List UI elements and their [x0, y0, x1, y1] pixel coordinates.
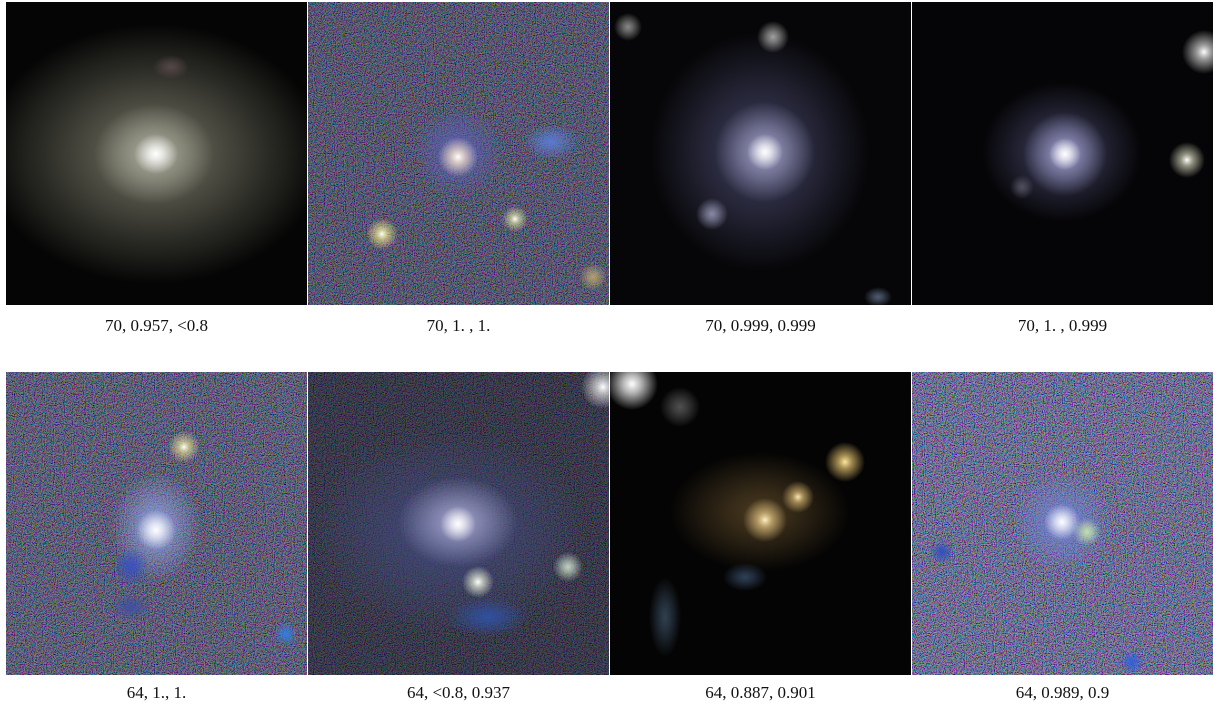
- panel-image: [308, 2, 609, 305]
- galaxy: [168, 431, 200, 463]
- galaxy: [1044, 504, 1080, 540]
- galaxy: [581, 372, 609, 409]
- panel-image: [912, 372, 1213, 675]
- galaxy: [440, 506, 476, 542]
- galaxy: [757, 21, 789, 53]
- galaxy: [782, 481, 814, 513]
- panel-image: [912, 2, 1213, 305]
- panel-image: [308, 372, 609, 675]
- galaxy: [649, 577, 681, 657]
- galaxy: [723, 563, 767, 591]
- galaxy: [1073, 518, 1101, 546]
- panel-caption: 70, 1. , 1.: [427, 316, 491, 335]
- panel-caption: 64, 0.989, 0.9: [1016, 683, 1110, 702]
- galaxy: [111, 593, 151, 621]
- galaxy: [553, 552, 583, 582]
- galaxy: [864, 287, 892, 305]
- galaxy: [579, 263, 607, 291]
- panel-caption: 70, 1. , 0.999: [1018, 316, 1107, 335]
- galaxy: [747, 134, 783, 170]
- panel-caption: 64, <0.8, 0.937: [407, 683, 511, 702]
- galaxy: [134, 134, 178, 174]
- galaxy: [696, 198, 728, 230]
- galaxy: [1049, 138, 1081, 170]
- galaxy: [274, 622, 298, 646]
- panel-caption: 70, 0.957, <0.8: [105, 316, 208, 335]
- galaxy: [113, 547, 149, 587]
- panel-image: [610, 372, 911, 675]
- galaxy: [1169, 142, 1205, 178]
- galaxy: [825, 442, 865, 482]
- galaxy: [614, 13, 642, 41]
- galaxy: [136, 510, 176, 550]
- galaxy: [660, 387, 700, 427]
- galaxy: [610, 372, 658, 410]
- panel-caption: 64, 1., 1.: [127, 683, 187, 702]
- galaxy: [930, 540, 954, 564]
- galaxy: [438, 137, 478, 177]
- galaxy: [366, 218, 398, 250]
- galaxy: [462, 566, 494, 598]
- galaxy: [1010, 175, 1034, 199]
- panel-caption: 64, 0.887, 0.901: [705, 683, 816, 702]
- galaxy: [153, 55, 189, 79]
- galaxy: [1120, 650, 1144, 674]
- panel-caption: 70, 0.999, 0.999: [705, 316, 816, 335]
- galaxy: [502, 206, 528, 232]
- galaxy: [448, 597, 528, 637]
- galaxy: [523, 124, 579, 160]
- galaxy: [1182, 30, 1213, 74]
- panel-image: [610, 2, 911, 305]
- panel-image: [6, 2, 307, 305]
- galaxy: [743, 498, 787, 542]
- panel-image: [6, 372, 307, 675]
